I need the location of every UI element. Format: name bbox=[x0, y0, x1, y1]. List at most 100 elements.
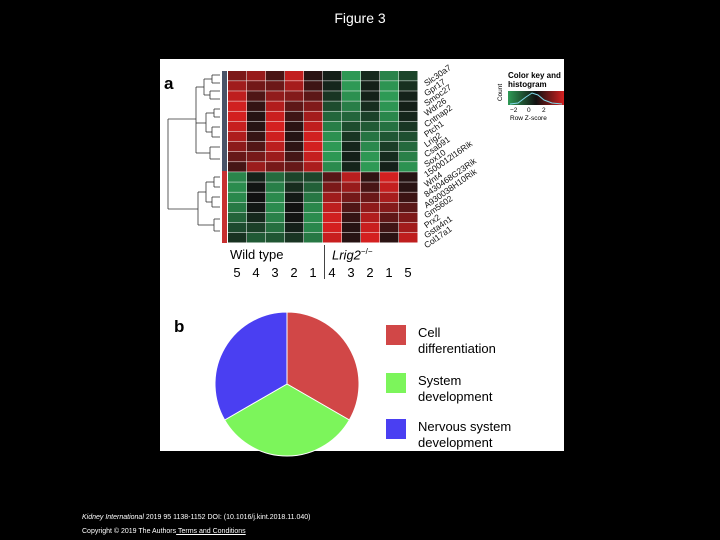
heatmap-cell bbox=[323, 81, 342, 91]
color-key-histogram bbox=[509, 92, 563, 105]
heatmap-cell bbox=[399, 232, 418, 243]
heatmap-cell bbox=[323, 222, 342, 233]
heatmap-cell bbox=[247, 202, 266, 213]
heatmap-cell bbox=[323, 192, 342, 203]
heatmap-cell bbox=[342, 182, 361, 192]
heatmap bbox=[228, 71, 418, 243]
heatmap-cell bbox=[323, 141, 342, 152]
heatmap-cell bbox=[304, 111, 323, 122]
heatmap-cell bbox=[399, 222, 418, 233]
heatmap-cell bbox=[228, 172, 247, 182]
group-sidebar bbox=[222, 71, 227, 171]
heatmap-cell bbox=[399, 162, 418, 172]
heatmap-cell bbox=[380, 162, 399, 172]
heatmap-cell bbox=[399, 202, 418, 213]
sample-id: 1 bbox=[385, 265, 393, 280]
heatmap-cell bbox=[342, 162, 361, 172]
color-key-ylabel: Count bbox=[497, 83, 505, 102]
heatmap-cell bbox=[304, 212, 323, 223]
heatmap-cell bbox=[380, 212, 399, 223]
heatmap-cell bbox=[361, 81, 380, 91]
heatmap-cell bbox=[380, 192, 399, 203]
heatmap-cell bbox=[228, 91, 247, 101]
heatmap-cell bbox=[361, 111, 380, 122]
heatmap-cell bbox=[342, 192, 361, 203]
footer-citation: Kidney International 2019 95 1138-1152 D… bbox=[82, 514, 311, 521]
heatmap-cell bbox=[342, 151, 361, 162]
heatmap-cell bbox=[247, 162, 266, 172]
heatmap-cell bbox=[228, 232, 247, 243]
heatmap-cell bbox=[266, 141, 285, 152]
heatmap-cell bbox=[266, 111, 285, 122]
sample-id: 1 bbox=[309, 265, 317, 280]
sample-id: 3 bbox=[271, 265, 279, 280]
heatmap-cell bbox=[247, 172, 266, 182]
figure-title: Figure 3 bbox=[334, 10, 386, 26]
heatmap-cell bbox=[399, 121, 418, 132]
sample-id: 5 bbox=[233, 265, 241, 280]
heatmap-cell bbox=[361, 91, 380, 101]
heatmap-cell bbox=[361, 71, 380, 81]
heatmap-cell bbox=[399, 131, 418, 142]
heatmap-cell bbox=[342, 91, 361, 101]
heatmap-cell bbox=[380, 101, 399, 111]
heatmap-cell bbox=[304, 141, 323, 152]
heatmap-cell bbox=[285, 81, 304, 91]
heatmap-cell bbox=[285, 71, 304, 81]
heatmap-cell bbox=[228, 121, 247, 132]
heatmap-cell bbox=[380, 222, 399, 233]
heatmap-cell bbox=[323, 212, 342, 223]
group-label-lrig2: Lrig2−/− bbox=[332, 247, 373, 263]
heatmap-cell bbox=[228, 111, 247, 122]
color-key-title: Color key and histogram bbox=[508, 71, 561, 89]
heatmap-cell bbox=[399, 212, 418, 223]
heatmap-cell bbox=[228, 101, 247, 111]
heatmap-cell bbox=[380, 121, 399, 132]
heatmap-cell bbox=[361, 101, 380, 111]
heatmap-cell bbox=[285, 101, 304, 111]
heatmap-cell bbox=[342, 71, 361, 81]
heatmap-cell bbox=[361, 222, 380, 233]
sample-id: 2 bbox=[290, 265, 298, 280]
heatmap-cell bbox=[361, 121, 380, 132]
heatmap-cell bbox=[399, 91, 418, 101]
heatmap-cell bbox=[228, 71, 247, 81]
heatmap-cell bbox=[247, 212, 266, 223]
heatmap-cell bbox=[399, 172, 418, 182]
heatmap-cell bbox=[266, 212, 285, 223]
sample-id: 2 bbox=[366, 265, 374, 280]
heatmap-cell bbox=[266, 71, 285, 81]
dendrogram bbox=[167, 74, 220, 232]
heatmap-cell bbox=[323, 91, 342, 101]
heatmap-cell bbox=[285, 131, 304, 142]
heatmap-cell bbox=[228, 81, 247, 91]
heatmap-cell bbox=[361, 232, 380, 243]
figure-panel: a Slc30a7 Gpr17 Smoc27 Wdr26 Cntnap2 Ptch1 Lri… bbox=[160, 59, 564, 457]
heatmap-cell bbox=[266, 202, 285, 213]
color-key-tick: 0 bbox=[527, 107, 531, 114]
heatmap-cell bbox=[323, 162, 342, 172]
group-divider bbox=[324, 245, 325, 279]
heatmap-cell bbox=[399, 141, 418, 152]
heatmap-cell bbox=[304, 162, 323, 172]
heatmap-cell bbox=[380, 141, 399, 152]
heatmap-cell bbox=[323, 111, 342, 122]
heatmap-cell bbox=[247, 141, 266, 152]
legend-label-system-development: System development bbox=[418, 373, 493, 404]
heatmap-cell bbox=[361, 141, 380, 152]
heatmap-cell bbox=[304, 71, 323, 81]
group-label-wild-type: Wild type bbox=[230, 247, 284, 262]
heatmap-cell bbox=[247, 182, 266, 192]
heatmap-cell bbox=[266, 172, 285, 182]
heatmap-cell bbox=[228, 182, 247, 192]
heatmap-cell bbox=[266, 162, 285, 172]
heatmap-cell bbox=[285, 121, 304, 132]
heatmap-cell bbox=[323, 151, 342, 162]
heatmap-cell bbox=[361, 131, 380, 142]
terms-link[interactable]: Terms and Conditions bbox=[176, 528, 246, 535]
heatmap-cell bbox=[266, 222, 285, 233]
heatmap-cell bbox=[399, 71, 418, 81]
heatmap-cell bbox=[266, 81, 285, 91]
heatmap-cell bbox=[342, 141, 361, 152]
heatmap-cell bbox=[266, 182, 285, 192]
